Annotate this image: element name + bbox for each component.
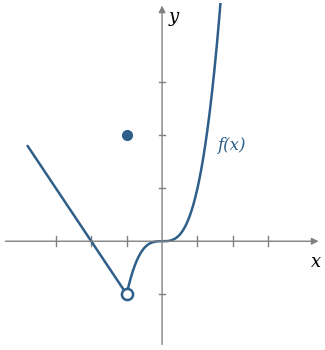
- Text: y: y: [168, 8, 178, 26]
- Text: f(x): f(x): [217, 137, 245, 154]
- Text: x: x: [311, 253, 321, 271]
